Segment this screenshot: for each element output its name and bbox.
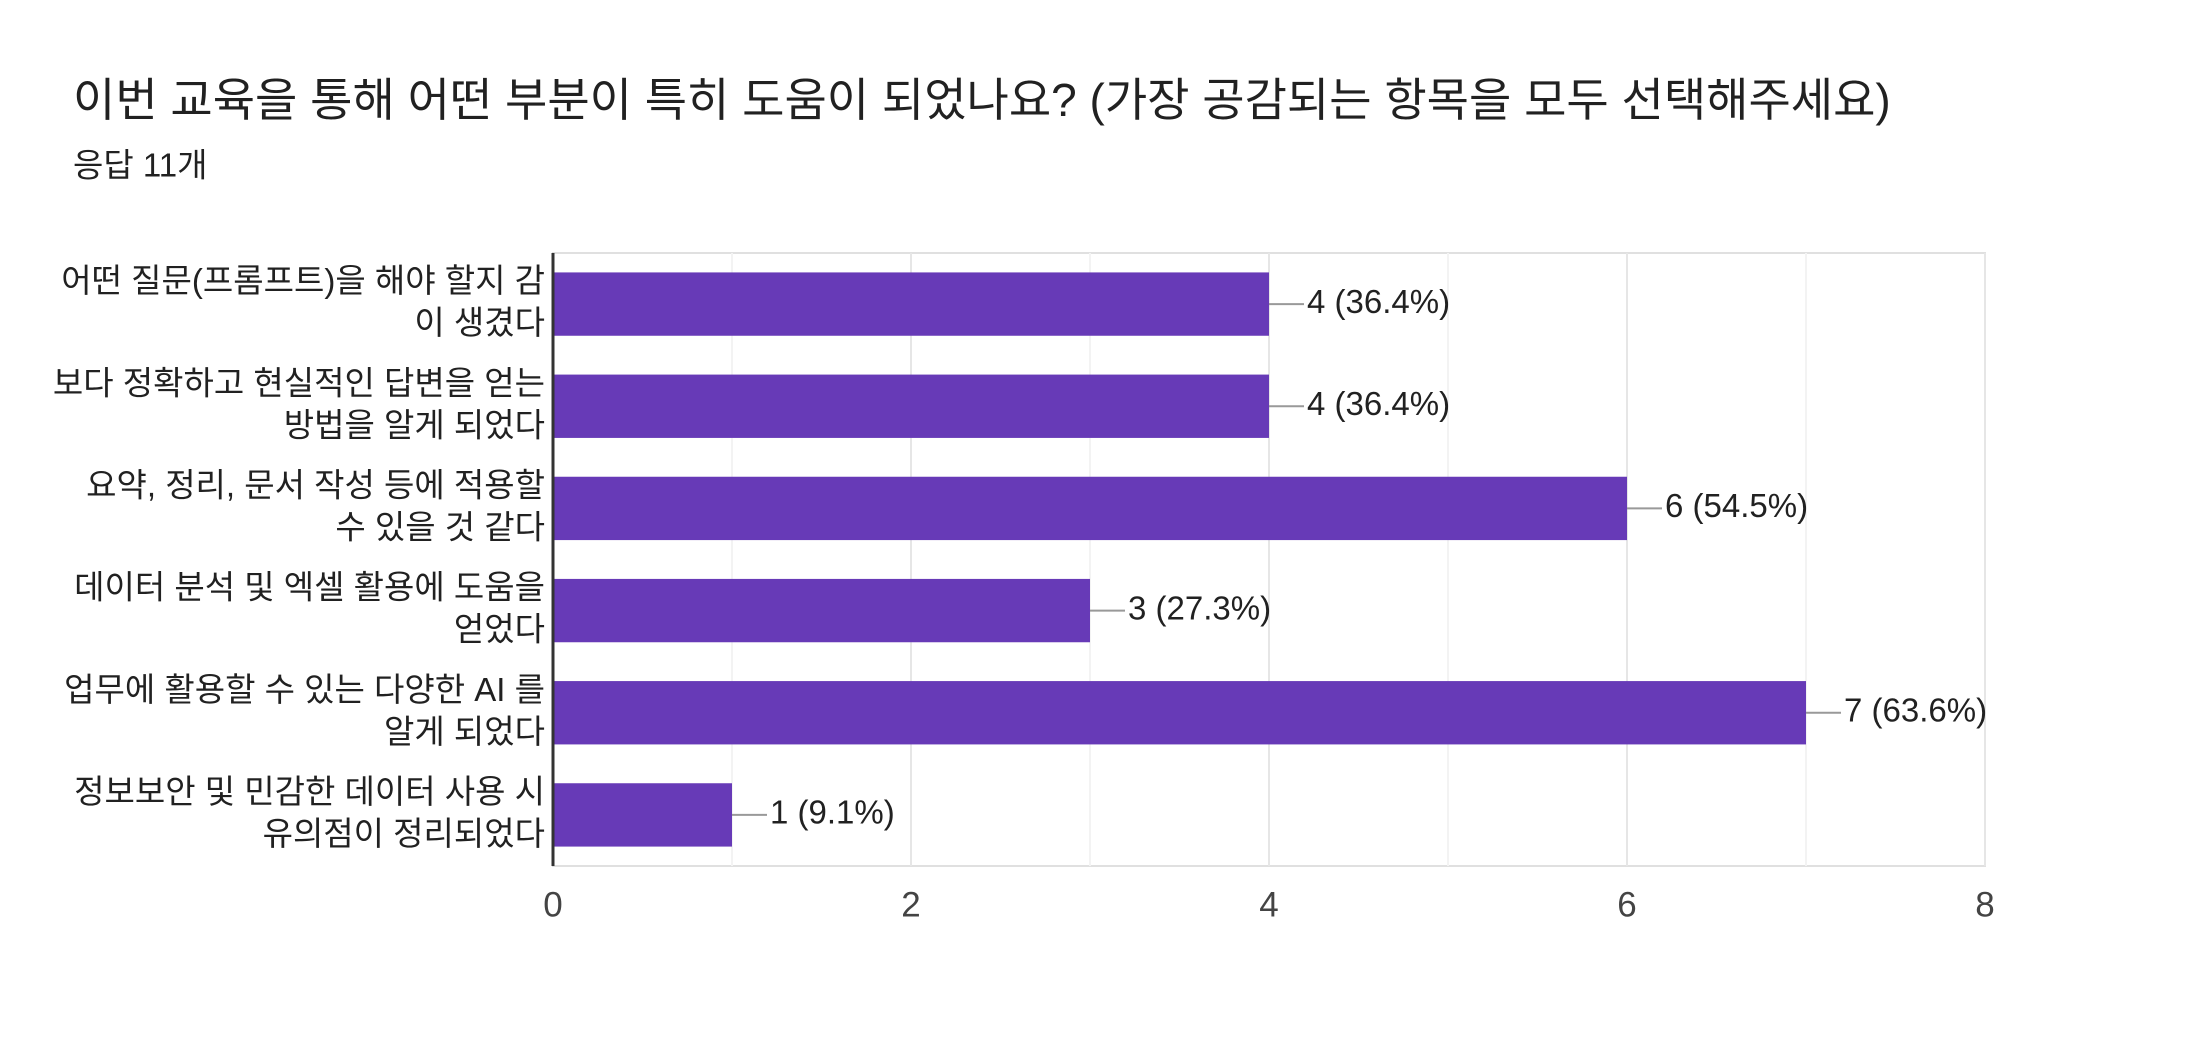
bar xyxy=(553,476,1627,541)
bar xyxy=(553,681,1806,745)
value-label: 6 (54.5%) xyxy=(1665,487,1808,524)
x-tick-label: 0 xyxy=(543,885,562,924)
x-tick-label: 2 xyxy=(901,885,920,924)
value-label: 3 (27.3%) xyxy=(1128,589,1271,626)
y-tick-label-line: 정보보안 및 민감한 데이터 사용 시 xyxy=(74,773,545,810)
y-tick-label-line: 보다 정확하고 현실적인 답변을 얻는 xyxy=(53,364,545,401)
bar xyxy=(553,578,1090,643)
y-tick-label-line: 요약, 정리, 문서 작성 등에 적용할 xyxy=(86,466,545,503)
y-tick-label-line: 수 있을 것 같다 xyxy=(335,508,545,545)
y-tick-label-line: 이 생겼다 xyxy=(414,304,545,341)
value-label: 7 (63.6%) xyxy=(1844,691,1987,728)
y-tick-label-line: 방법을 알게 되었다 xyxy=(284,406,545,443)
x-tick-label: 6 xyxy=(1617,885,1636,924)
bar xyxy=(553,783,732,847)
bar xyxy=(553,374,1269,438)
x-tick-label: 8 xyxy=(1975,885,1994,924)
y-tick-label-line: 유의점이 정리되었다 xyxy=(263,815,545,852)
chart-title: 이번 교육을 통해 어떤 부분이 특히 도움이 되었나요? (가장 공감되는 항… xyxy=(73,74,1891,126)
bar xyxy=(553,272,1269,336)
y-tick-label-line: 얻었다 xyxy=(454,610,545,647)
y-tick-label-line: 알게 되었다 xyxy=(384,712,545,749)
y-tick-label-line: 데이터 분석 및 엑셀 활용에 도움을 xyxy=(74,568,545,605)
x-tick-label: 4 xyxy=(1259,885,1278,924)
chart-subtitle: 응답 11개 xyxy=(73,147,208,184)
y-tick-label-line: 업무에 활용할 수 있는 다양한 AI 를 xyxy=(64,670,545,707)
value-label: 4 (36.4%) xyxy=(1307,385,1450,422)
value-label: 4 (36.4%) xyxy=(1307,283,1450,320)
y-tick-label-line: 어떤 질문(프롬프트)을 해야 할지 감 xyxy=(61,262,545,299)
value-label: 1 (9.1%) xyxy=(770,794,895,831)
